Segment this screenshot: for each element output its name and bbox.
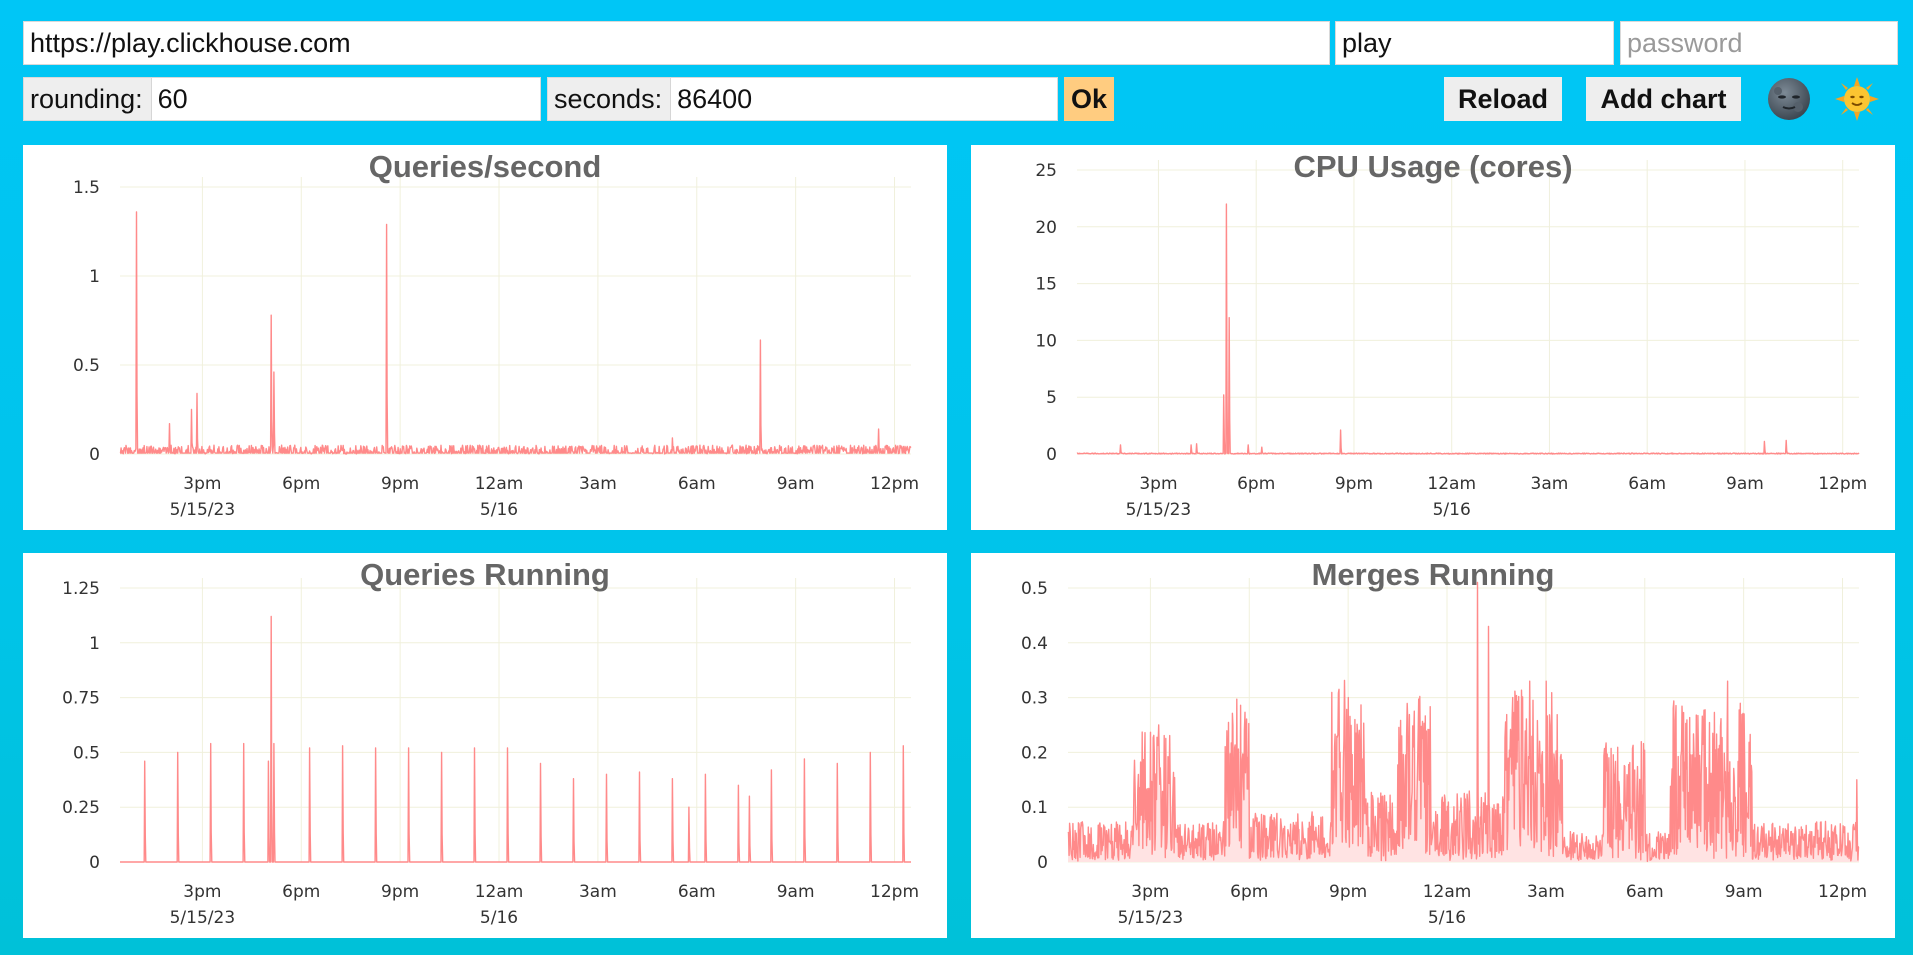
- x-tick-label: 9am: [1726, 474, 1764, 494]
- x-tick-label: 12am: [475, 474, 524, 494]
- x-tick-label: 6pm: [1237, 474, 1275, 494]
- x-tick-label: 9pm: [1329, 882, 1367, 902]
- chart-svg: 0 0.5 1 1.5 3pm 6pm 9pm 12am 3am 6am 9am 12pm 5/15/2…: [73, 177, 919, 520]
- chart-panel-cpu-usage: CPU Usage (cores) 0 5 10 15 20 25 3pm 6pm 9pm 12a…: [971, 145, 1895, 530]
- series-line: [1067, 581, 1860, 863]
- y-tick-label: 0.3: [1021, 689, 1048, 709]
- chart-title: CPU Usage (cores): [1293, 149, 1573, 184]
- series-line: [119, 211, 912, 455]
- user-input[interactable]: play: [1335, 21, 1614, 65]
- y-tick-label: 1: [89, 634, 100, 654]
- y-tick-label: 0: [89, 445, 100, 465]
- chart-panel-queries-per-second: Queries/second 0 0.5 1 1.5 3pm 6pm 9pm 12am 3am 6…: [23, 145, 947, 530]
- y-tick-label: 20: [1035, 218, 1057, 238]
- x-date-label: 5/15/23: [1118, 908, 1184, 928]
- x-date-label: 5/16: [1428, 908, 1466, 928]
- y-tick-label: 0.1: [1021, 798, 1048, 818]
- ok-button[interactable]: Ok: [1064, 77, 1114, 121]
- y-tick-label: 0.2: [1021, 743, 1048, 763]
- chart-svg: 0 0.1 0.2 0.3 0.4 0.5 3pm 6pm 9pm 12am 3am 6am 9am 12…: [1021, 578, 1867, 928]
- y-tick-label: 10: [1035, 331, 1057, 351]
- chart-panel-merges-running: Merges Running 0 0.1 0.2 0.3 0.4 0.5 3pm 6pm 9pm…: [971, 553, 1895, 938]
- chart-panel-queries-running: Queries Running 0 0.25 0.5 0.75 1 1.25 3pm 6pm 9…: [23, 553, 947, 938]
- x-tick-label: 12pm: [1818, 882, 1867, 902]
- x-tick-label: 3pm: [1131, 882, 1169, 902]
- x-tick-label: 9pm: [381, 474, 419, 494]
- x-tick-label: 12pm: [1818, 474, 1867, 494]
- reload-button[interactable]: Reload: [1444, 77, 1562, 121]
- x-tick-label: 9pm: [381, 882, 419, 902]
- rounding-field[interactable]: rounding: 60: [23, 77, 541, 121]
- seconds-label: seconds:: [548, 78, 672, 120]
- x-tick-label: 3am: [579, 474, 617, 494]
- x-tick-label: 3am: [1531, 474, 1569, 494]
- sun-face-icon[interactable]: [1835, 77, 1879, 121]
- x-tick-label: 3pm: [183, 882, 221, 902]
- x-tick-label: 6am: [678, 474, 716, 494]
- x-tick-label: 12am: [1423, 882, 1472, 902]
- x-tick-label: 6pm: [282, 474, 320, 494]
- y-tick-label: 25: [1035, 161, 1057, 181]
- y-tick-label: 0.4: [1021, 634, 1048, 654]
- chart-svg: 0 0.25 0.5 0.75 1 1.25 3pm 6pm 9pm 12am 3am 6am 9am 1…: [62, 578, 919, 928]
- x-tick-label: 3pm: [1139, 474, 1177, 494]
- y-tick-label: 15: [1035, 275, 1057, 295]
- y-tick-label: 0: [89, 853, 100, 873]
- chart-svg: 0 5 10 15 20 25 3pm 6pm 9pm 12am 3am 6am 9am 12pm 5/15…: [1035, 160, 1867, 520]
- chart-title: Queries Running: [360, 557, 610, 592]
- seconds-field[interactable]: seconds: 86400: [547, 77, 1058, 121]
- y-tick-label: 1: [89, 267, 100, 287]
- x-tick-label: 12am: [475, 882, 524, 902]
- x-tick-label: 9am: [1725, 882, 1763, 902]
- y-tick-label: 0.5: [1021, 579, 1048, 599]
- y-tick-label: 0: [1046, 445, 1057, 465]
- x-tick-label: 9am: [777, 474, 815, 494]
- seconds-input[interactable]: 86400: [677, 84, 753, 114]
- x-tick-label: 12am: [1427, 474, 1476, 494]
- url-input[interactable]: https://play.clickhouse.com: [23, 21, 1330, 65]
- series-line: [119, 615, 912, 863]
- x-date-label: 5/16: [1433, 500, 1471, 520]
- x-date-label: 5/16: [480, 500, 518, 520]
- y-tick-label: 0: [1037, 853, 1048, 873]
- y-tick-label: 5: [1046, 388, 1057, 408]
- chart-title: Queries/second: [368, 149, 602, 184]
- x-date-label: 5/15/23: [1126, 500, 1192, 520]
- y-tick-label: 0.5: [73, 356, 100, 376]
- rounding-label: rounding:: [24, 78, 152, 120]
- x-tick-label: 3am: [1527, 882, 1565, 902]
- y-tick-label: 1.5: [73, 178, 100, 198]
- x-tick-label: 9pm: [1335, 474, 1373, 494]
- x-tick-label: 3pm: [183, 474, 221, 494]
- x-date-label: 5/16: [480, 908, 518, 928]
- x-tick-label: 6pm: [1230, 882, 1268, 902]
- add-chart-button[interactable]: Add chart: [1586, 77, 1741, 121]
- x-tick-label: 12pm: [870, 474, 919, 494]
- y-tick-label: 0.75: [62, 689, 100, 709]
- y-tick-label: 0.25: [62, 798, 100, 818]
- x-tick-label: 6am: [678, 882, 716, 902]
- moon-face-icon[interactable]: [1767, 77, 1811, 121]
- y-tick-label: 0.5: [73, 743, 100, 763]
- x-tick-label: 3am: [579, 882, 617, 902]
- x-tick-label: 6pm: [282, 882, 320, 902]
- x-tick-label: 6am: [1626, 882, 1664, 902]
- x-date-label: 5/15/23: [170, 908, 236, 928]
- y-tick-label: 1.25: [62, 579, 100, 599]
- series-line: [1076, 203, 1860, 455]
- chart-title: Merges Running: [1311, 557, 1555, 592]
- password-input[interactable]: password: [1620, 21, 1898, 65]
- x-tick-label: 6am: [1628, 474, 1666, 494]
- rounding-input[interactable]: 60: [157, 84, 188, 114]
- x-tick-label: 9am: [777, 882, 815, 902]
- x-date-label: 5/15/23: [170, 500, 236, 520]
- x-tick-label: 12pm: [870, 882, 919, 902]
